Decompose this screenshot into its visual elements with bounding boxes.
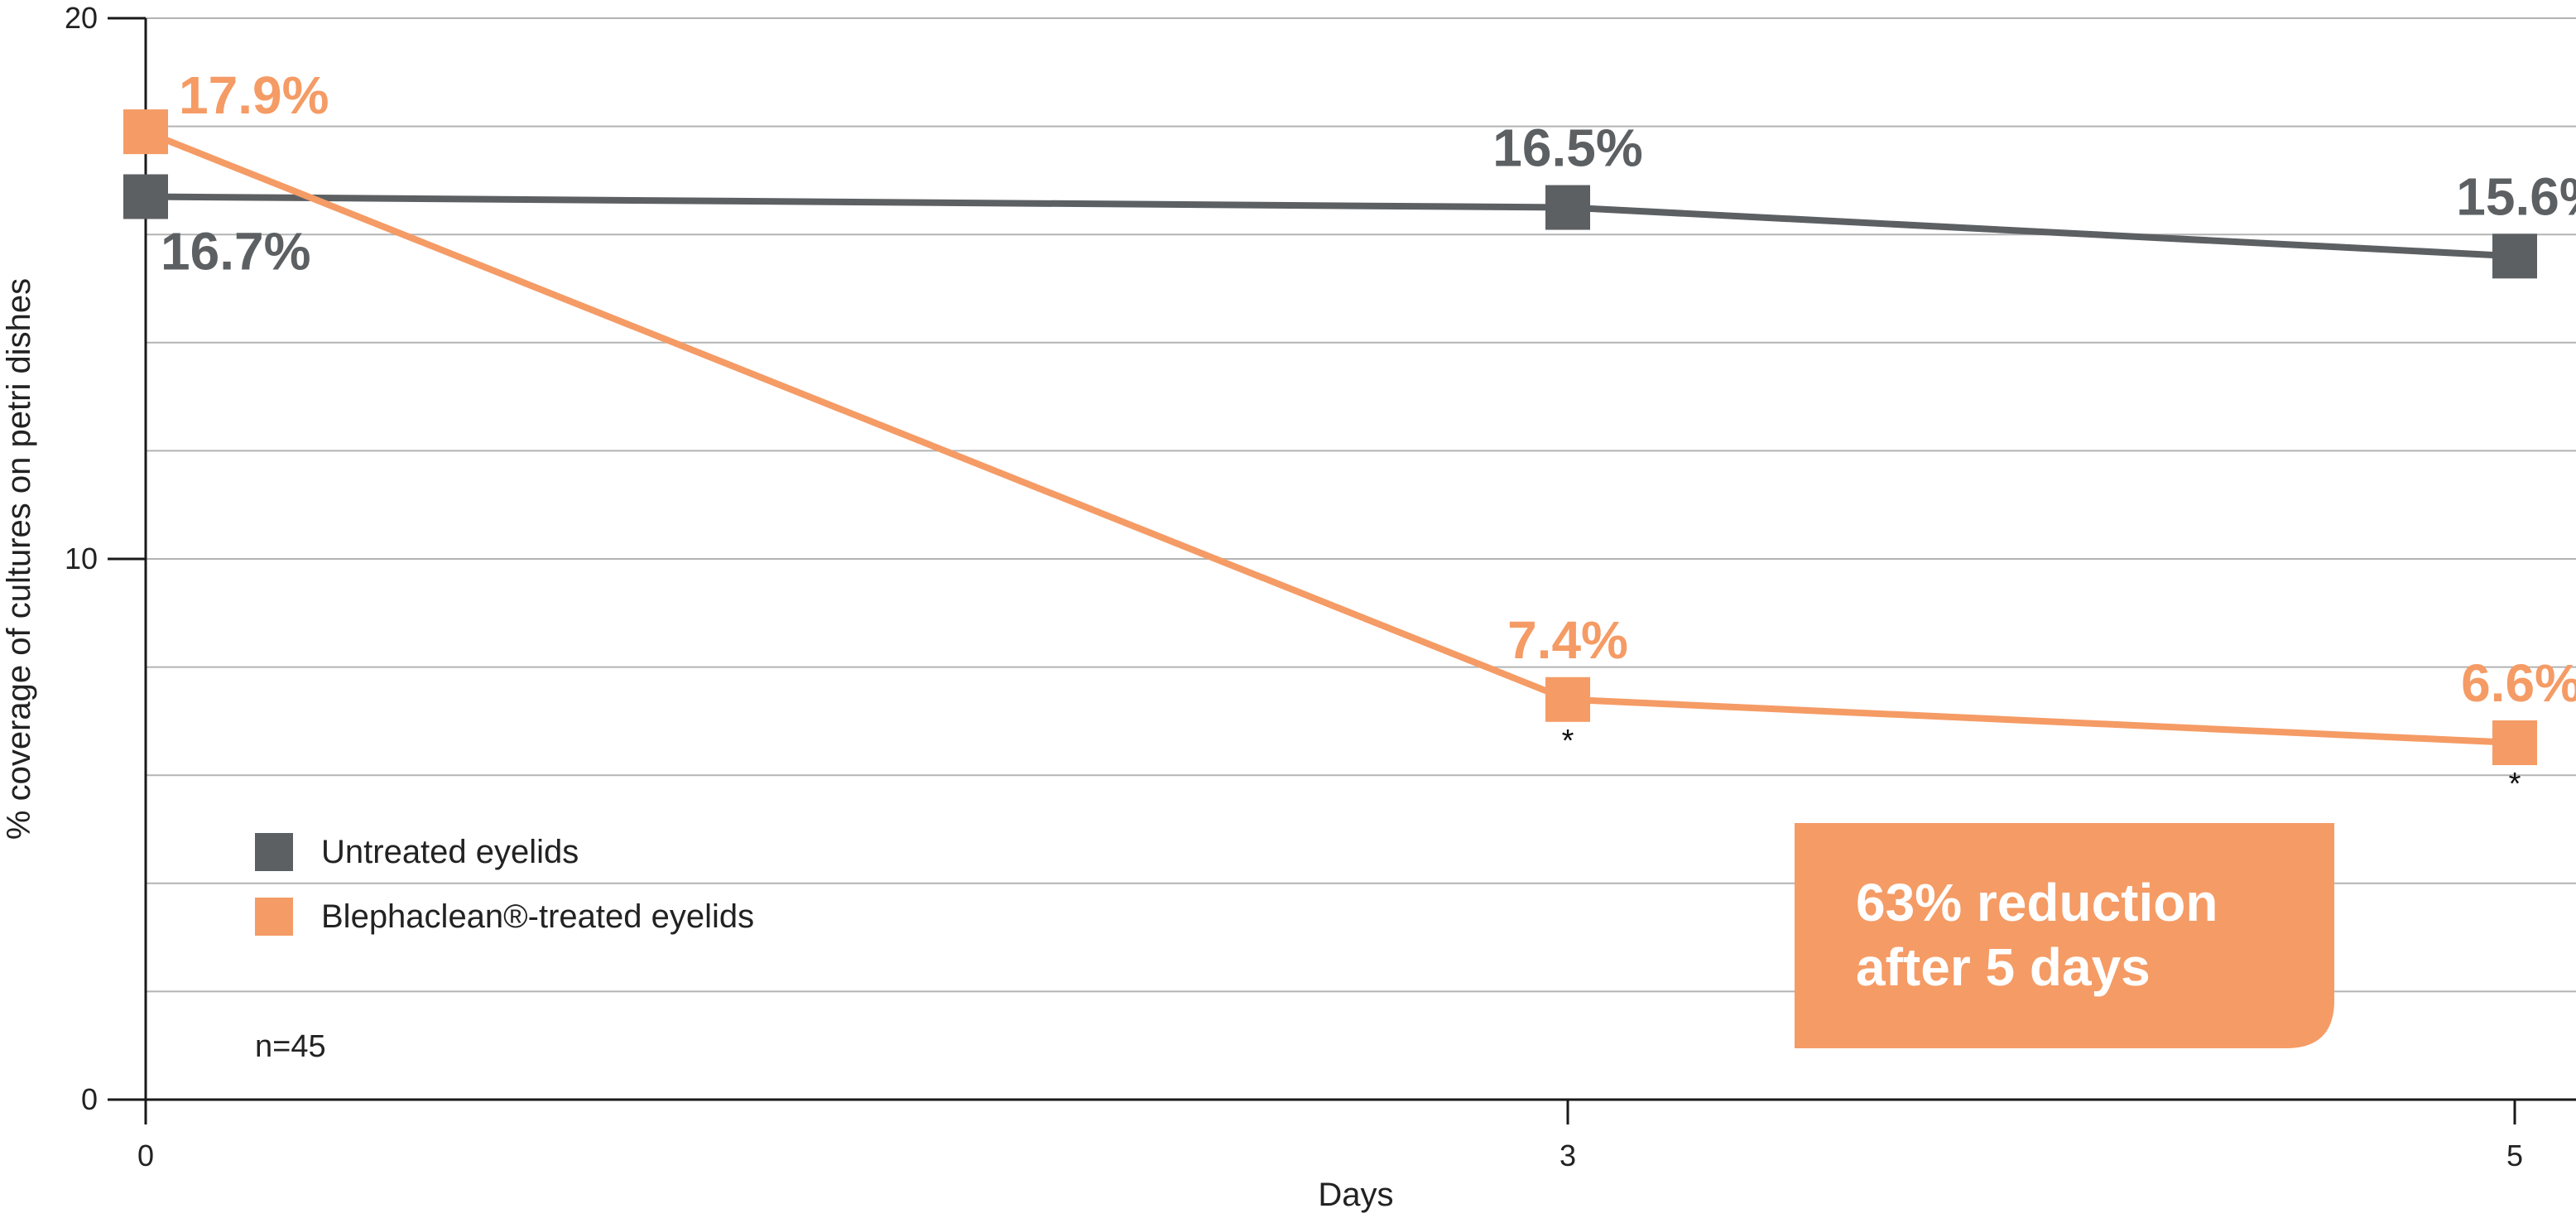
gridlines — [146, 17, 2576, 993]
series-1-marker-1 — [1545, 677, 1590, 722]
y-tick-label-10: 10 — [65, 542, 98, 575]
y-tick-label-0: 0 — [81, 1082, 98, 1116]
sample-size-note: n=45 — [255, 1029, 326, 1064]
x-tick-label-5: 5 — [2506, 1139, 2523, 1172]
significance-star-2: * — [2509, 767, 2521, 802]
x-tick-label-0: 0 — [137, 1139, 154, 1172]
legend-swatch-0 — [255, 833, 293, 871]
y-tick-label-20: 20 — [65, 1, 98, 35]
data-label-1: 16.5% — [1492, 118, 1642, 178]
significance-star-1: * — [1562, 724, 1574, 758]
data-label-3: 17.9% — [179, 65, 329, 125]
callout-line-2: after 5 days — [1856, 937, 2151, 997]
series-0-marker-1 — [1545, 185, 1590, 230]
series-line-1 — [144, 128, 2516, 747]
series-group — [123, 109, 2537, 766]
x-tick-label-3: 3 — [1560, 1139, 1576, 1172]
series-1-marker-0 — [123, 109, 168, 155]
series-0-marker-2 — [2492, 234, 2537, 279]
series-1-marker-2 — [2492, 720, 2537, 766]
legend-swatch-1 — [255, 898, 293, 936]
x-axis-title: Days — [1318, 1177, 1393, 1213]
series-line-0 — [145, 193, 2516, 260]
series-0-marker-0 — [123, 174, 168, 219]
legend-label-0: Untreated eyelids — [321, 834, 579, 870]
data-label-2: 15.6% — [2456, 166, 2576, 226]
reduction-callout-box — [1795, 823, 2334, 1048]
data-label-0: 16.7% — [161, 221, 310, 281]
callout-line-1: 63% reduction — [1856, 873, 2218, 932]
data-labels: 16.7% 16.5% 15.6% 17.9% 7.4% 6.6% * * — [161, 65, 2576, 802]
data-label-4: 7.4% — [1507, 610, 1628, 670]
legend: Untreated eyelids Blephaclean®-treated ey… — [255, 833, 754, 936]
y-axis-title: % coverage of cultures on petri dishes — [1, 278, 37, 840]
legend-label-1: Blephaclean®-treated eyelids — [321, 898, 754, 935]
data-label-5: 6.6% — [2461, 653, 2576, 713]
